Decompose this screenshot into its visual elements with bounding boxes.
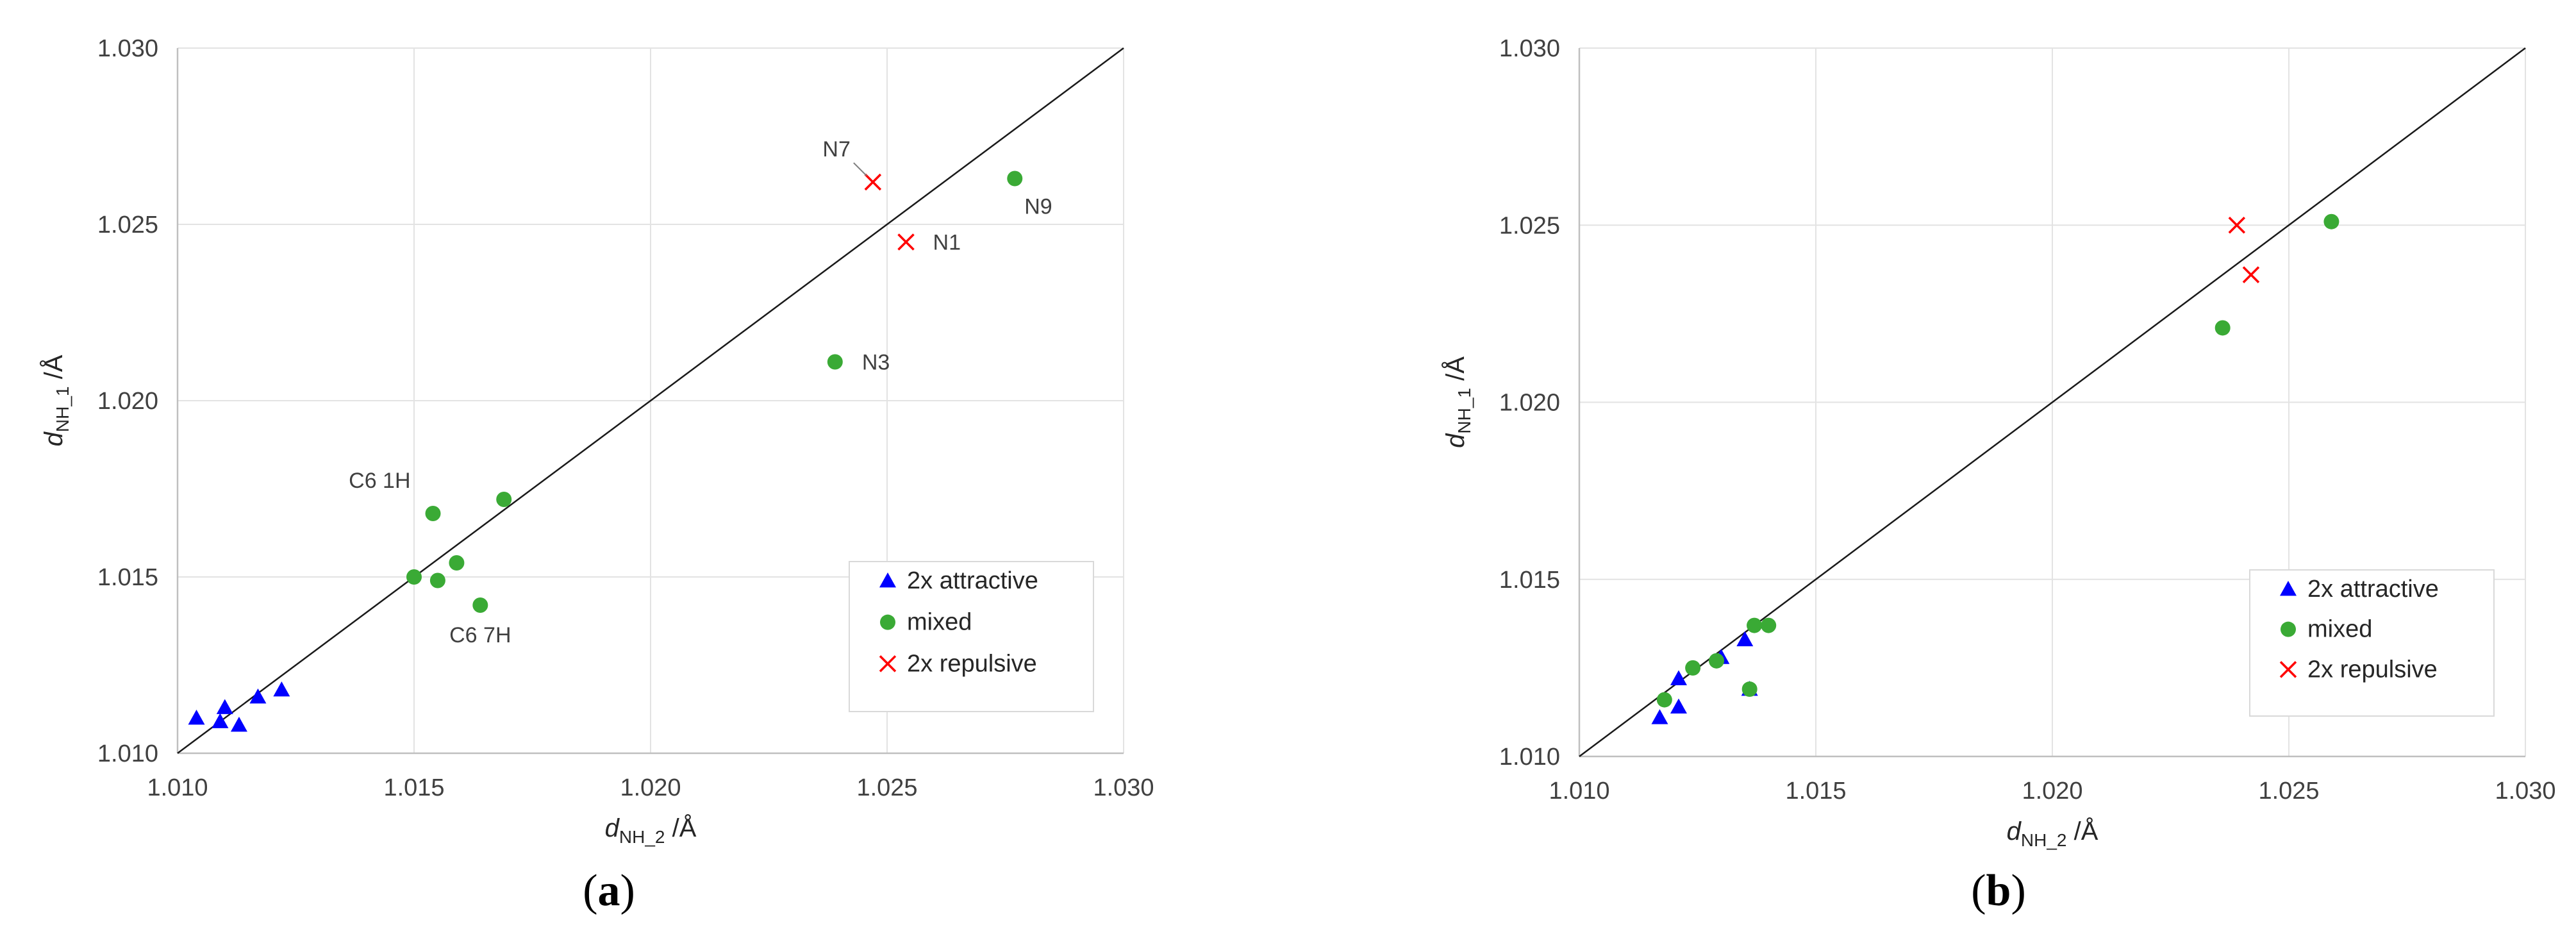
y-axis-label-unit: /Å bbox=[39, 355, 68, 386]
legend-marker-2x-attractive bbox=[2280, 581, 2297, 596]
x-tick-label: 1.010 bbox=[1549, 778, 1609, 805]
legend-label-2x-repulsive: 2x repulsive bbox=[2307, 656, 2438, 683]
legend-label-2x-attractive: 2x attractive bbox=[2307, 576, 2439, 603]
y-tick-label: 1.020 bbox=[1499, 390, 1560, 417]
data-point-mixed bbox=[429, 572, 445, 588]
legend-label-2x-attractive: 2x attractive bbox=[907, 567, 1038, 594]
diagonal-line bbox=[1579, 47, 2526, 758]
panel-label-close: ) bbox=[620, 866, 635, 915]
y-tick-label: 1.025 bbox=[97, 212, 158, 238]
data-point-2x-attractive bbox=[249, 688, 267, 704]
x-axis-label: dNH_2 /Å bbox=[2007, 817, 2098, 850]
x-axis-label-sub: NH_2 bbox=[619, 827, 665, 847]
data-point-mixed bbox=[827, 354, 843, 370]
data-point-mixed bbox=[1747, 617, 1763, 633]
y-axis-label-sub: NH_1 bbox=[53, 387, 72, 433]
data-point-2x-attractive bbox=[1736, 631, 1754, 647]
x-axis-label-var: d bbox=[605, 814, 620, 842]
panel-label: (b) bbox=[1971, 866, 2026, 915]
x-tick-label: 1.030 bbox=[2495, 778, 2555, 805]
y-axis-label: dNH_1 /Å bbox=[39, 355, 72, 446]
x-tick-label: 1.025 bbox=[856, 774, 917, 801]
data-point-2x-attractive bbox=[1670, 670, 1687, 685]
point-annotation: N9 bbox=[1024, 195, 1052, 219]
panel-a-chart: 1.010 1.015 1.020 1.025 1.030 1.010 1.015 1.020… bbox=[39, 35, 1154, 915]
y-axis-label: dNH_1 /Å bbox=[1441, 356, 1474, 448]
y-tick-label: 1.025 bbox=[1499, 212, 1560, 239]
y-axis-label-sub: NH_1 bbox=[1454, 388, 1474, 434]
x-tick-label: 1.020 bbox=[620, 774, 681, 801]
data-point-2x-repulsive bbox=[897, 233, 915, 251]
y-tick-label: 1.015 bbox=[1499, 567, 1560, 594]
panel-label-open: ( bbox=[1971, 866, 1986, 915]
panel-label-letter: b bbox=[1986, 866, 2011, 915]
x-tick-label: 1.015 bbox=[1785, 778, 1846, 805]
data-point-2x-attractive bbox=[1651, 709, 1668, 724]
x-axis-label-sub: NH_2 bbox=[2021, 830, 2067, 850]
x-axis-label-unit: /Å bbox=[665, 814, 696, 842]
point-annotation: C6 7H bbox=[449, 623, 511, 647]
y-tick-label: 1.015 bbox=[97, 564, 158, 591]
data-point-2x-repulsive bbox=[864, 173, 882, 191]
x-tick-label: 1.015 bbox=[383, 774, 444, 801]
legend-marker-mixed bbox=[880, 614, 895, 630]
panel-b-chart: 1.010 1.015 1.020 1.025 1.030 1.010 1.015 1.020… bbox=[1441, 35, 2556, 915]
data-point-mixed bbox=[1007, 171, 1023, 187]
x-tick-label: 1.010 bbox=[147, 774, 208, 801]
data-point-2x-attractive bbox=[188, 710, 205, 725]
data-point-mixed bbox=[406, 569, 422, 585]
data-point-mixed bbox=[1709, 653, 1725, 669]
y-axis-label-var: d bbox=[40, 431, 68, 446]
panel-label: (a) bbox=[583, 866, 635, 915]
data-point-mixed bbox=[2215, 320, 2231, 336]
y-tick-label: 1.020 bbox=[97, 388, 158, 415]
x-tick-label: 1.020 bbox=[2022, 778, 2082, 805]
legend-marker-2x-repulsive bbox=[2279, 661, 2297, 678]
data-point-mixed bbox=[496, 492, 512, 507]
panel-label-open: ( bbox=[583, 866, 597, 915]
data-point-mixed bbox=[1741, 681, 1757, 697]
data-point-mixed bbox=[472, 597, 488, 613]
legend-label-mixed: mixed bbox=[2307, 616, 2372, 643]
panel-label-close: ) bbox=[2011, 866, 2025, 915]
data-point-2x-attractive bbox=[1670, 698, 1687, 714]
y-tick-label: 1.030 bbox=[97, 35, 158, 62]
x-axis-label: dNH_2 /Å bbox=[605, 814, 697, 847]
panel-label-letter: a bbox=[598, 866, 620, 915]
data-point-mixed bbox=[1656, 692, 1672, 708]
legend-marker-2x-repulsive bbox=[879, 655, 897, 672]
data-point-mixed bbox=[2323, 213, 2339, 229]
data-point-2x-attractive bbox=[273, 681, 290, 697]
data-point-2x-attractive bbox=[230, 717, 247, 732]
data-point-mixed bbox=[1761, 617, 1777, 633]
point-annotation: N1 bbox=[933, 231, 961, 255]
x-axis-label-var: d bbox=[2007, 817, 2022, 846]
legend-marker-2x-attractive bbox=[879, 572, 896, 588]
data-point-2x-repulsive bbox=[2242, 266, 2260, 283]
legend-label-2x-repulsive: 2x repulsive bbox=[907, 650, 1037, 677]
y-axis-label-unit: /Å bbox=[1441, 356, 1470, 388]
y-axis-label-var: d bbox=[1442, 433, 1470, 448]
x-tick-label: 1.030 bbox=[1093, 774, 1154, 801]
legend-label-mixed: mixed bbox=[907, 609, 972, 636]
y-tick-label: 1.030 bbox=[1499, 35, 1560, 62]
point-annotation: C6 1H bbox=[349, 469, 410, 493]
data-point-2x-attractive bbox=[216, 699, 233, 714]
point-annotation: N3 bbox=[862, 351, 890, 375]
data-point-mixed bbox=[449, 555, 465, 571]
point-annotation: N7 bbox=[822, 137, 850, 162]
data-point-mixed bbox=[1685, 660, 1701, 676]
diagonal-line bbox=[177, 47, 1124, 755]
x-axis-label-unit: /Å bbox=[2066, 817, 2098, 846]
data-point-2x-repulsive bbox=[2228, 217, 2246, 234]
data-point-mixed bbox=[425, 506, 441, 521]
x-tick-label: 1.025 bbox=[2258, 778, 2319, 805]
y-tick-label: 1.010 bbox=[1499, 744, 1560, 771]
annotation-leader bbox=[853, 162, 867, 176]
legend-marker-mixed bbox=[2281, 621, 2296, 637]
data-point-2x-attractive bbox=[212, 713, 229, 728]
y-tick-label: 1.010 bbox=[97, 740, 158, 767]
